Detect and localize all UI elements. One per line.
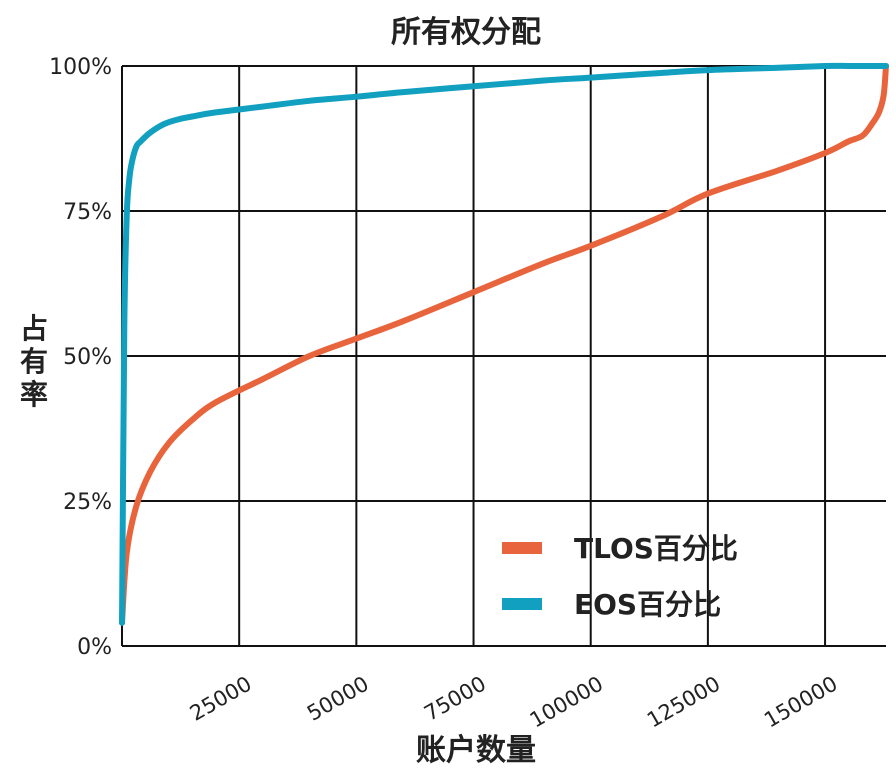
- y-axis-label-char-1: 占: [20, 312, 48, 345]
- x-tick-label: 50000: [303, 672, 373, 726]
- x-tick-label: 150000: [760, 672, 841, 733]
- legend-swatch: [502, 542, 542, 554]
- legend-swatch: [502, 598, 542, 610]
- legend-label: EOS百分比: [574, 588, 721, 621]
- x-axis-ticks: 25000 50000 75000 100000 125000 150000: [186, 672, 842, 733]
- y-tick-label: 25%: [63, 490, 112, 515]
- y-tick-label: 75%: [63, 200, 112, 225]
- series-line-1: [119, 63, 889, 626]
- legend-label: TLOS百分比: [574, 532, 738, 565]
- chart-title: 所有权分配: [391, 15, 541, 50]
- legend: TLOS百分比 EOS百分比: [502, 532, 738, 621]
- y-axis-ticks: 0% 25% 50% 75% 100%: [49, 55, 112, 660]
- x-tick-label: 75000: [420, 672, 490, 726]
- y-axis-label: 占 有 率: [20, 312, 48, 411]
- chart-grid: [121, 65, 886, 647]
- x-tick-label: 25000: [186, 672, 256, 726]
- y-tick-label: 50%: [63, 345, 112, 370]
- chart-series: [119, 62, 889, 626]
- y-axis-label-char-2: 有: [20, 345, 48, 378]
- x-tick-label: 125000: [643, 672, 724, 733]
- y-axis-label-char-3: 率: [20, 378, 48, 411]
- series-line-2: [119, 62, 889, 626]
- y-tick-label: 100%: [49, 55, 112, 80]
- x-axis-label: 账户数量: [416, 733, 536, 768]
- x-tick-label: 100000: [526, 672, 607, 733]
- y-tick-label: 0%: [77, 635, 112, 660]
